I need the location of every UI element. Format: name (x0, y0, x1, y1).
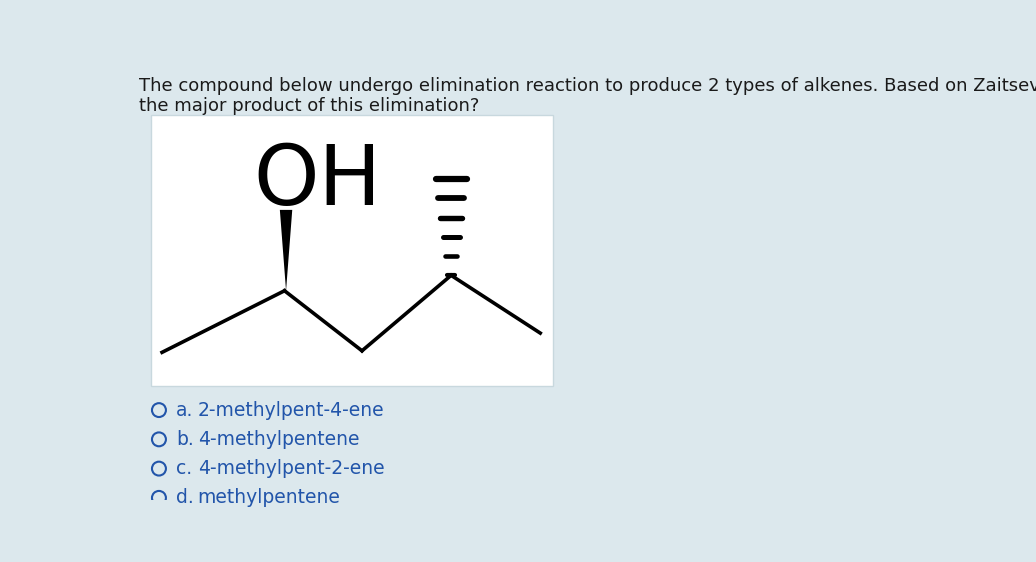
Text: The compound below undergo elimination reaction to produce 2 types of alkenes. B: The compound below undergo elimination r… (139, 76, 1036, 115)
Text: c.: c. (176, 459, 192, 478)
Text: methylpentene: methylpentene (198, 488, 341, 507)
Text: b.: b. (176, 430, 194, 449)
Text: 4-methylpentene: 4-methylpentene (198, 430, 359, 449)
Text: 2-methylpent-4-ene: 2-methylpent-4-ene (198, 401, 384, 420)
Text: d.: d. (176, 488, 194, 507)
FancyBboxPatch shape (151, 115, 552, 386)
Text: 4-methylpent-2-ene: 4-methylpent-2-ene (198, 459, 384, 478)
Text: OH: OH (254, 140, 381, 221)
Polygon shape (280, 210, 292, 291)
Text: a.: a. (176, 401, 194, 420)
